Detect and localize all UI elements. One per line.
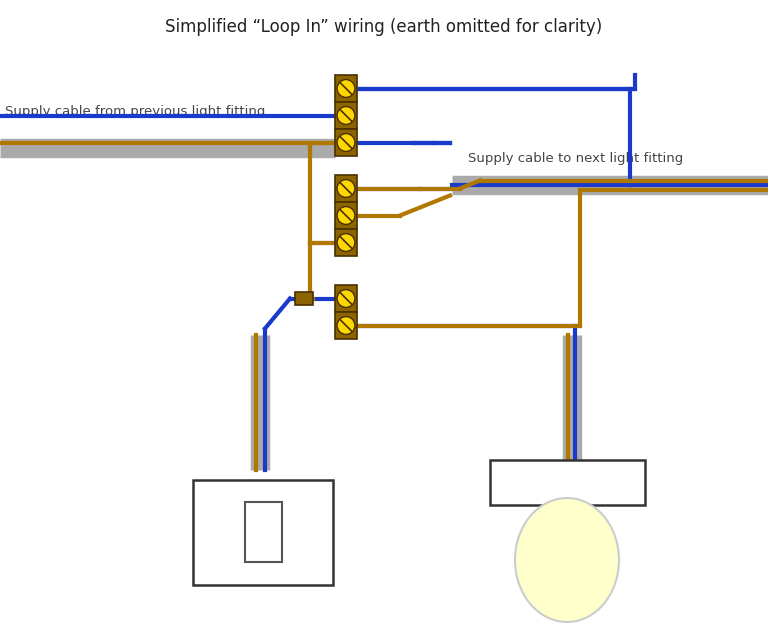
Bar: [335, 202, 357, 229]
Circle shape: [337, 134, 355, 151]
Ellipse shape: [515, 498, 619, 622]
Text: Supply cable from previous light fitting: Supply cable from previous light fitting: [5, 105, 266, 118]
Text: Simplified “Loop In” wiring (earth omitted for clarity): Simplified “Loop In” wiring (earth omitt…: [165, 18, 603, 36]
Circle shape: [337, 289, 355, 308]
Bar: [335, 229, 357, 256]
Bar: [245, 502, 282, 562]
Circle shape: [337, 106, 355, 125]
Bar: [335, 129, 357, 156]
Circle shape: [337, 234, 355, 251]
Bar: [490, 460, 645, 505]
Circle shape: [337, 206, 355, 225]
Text: Supply cable to next light fitting: Supply cable to next light fitting: [468, 152, 684, 165]
Bar: [295, 292, 313, 305]
Bar: [335, 102, 357, 129]
Circle shape: [337, 180, 355, 197]
Bar: [193, 480, 333, 585]
Circle shape: [337, 80, 355, 97]
Bar: [335, 312, 357, 339]
Bar: [335, 285, 357, 312]
Bar: [335, 75, 357, 102]
Circle shape: [337, 316, 355, 334]
Bar: [335, 175, 357, 202]
